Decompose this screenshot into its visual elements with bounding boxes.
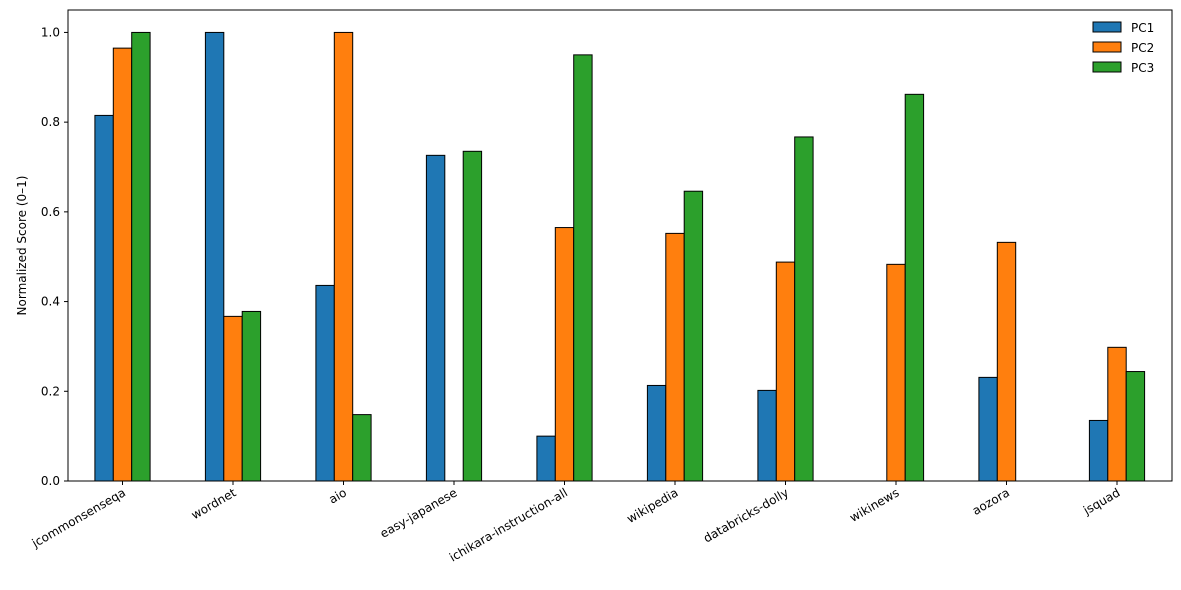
x-tick-label: databricks-dolly: [701, 485, 791, 545]
bar-pc2-ichikara-instruction-all: [554, 227, 575, 482]
bar-pc3-jsquad: [1125, 371, 1146, 482]
bar-pc3-aio: [352, 414, 372, 482]
y-axis: 0.0 0.2 0.4 0.6 0.8 1.0: [41, 25, 68, 488]
bar-pc3-databricks-dolly: [794, 136, 814, 482]
y-tick-label: 0.0: [41, 474, 60, 488]
legend: PC1 PC2 PC3: [1092, 21, 1154, 75]
bar-pc2-jcommonsenseqa: [112, 47, 133, 482]
x-tick-label: aozora: [970, 485, 1012, 517]
x-tick-label: jcommonsenseqa: [29, 485, 128, 550]
plot-frame: [67, 9, 1173, 482]
legend-label-pc3: PC3: [1131, 61, 1154, 75]
bar-pc1-aio: [315, 284, 335, 482]
bar-pc1-easy-japanese: [425, 154, 446, 482]
y-tick-label: 0.2: [41, 384, 60, 398]
bar-pc1-jcommonsenseqa: [94, 114, 114, 482]
bar-pc3-wikipedia: [683, 190, 704, 482]
y-tick-label: 0.8: [41, 115, 60, 129]
bars-group: [94, 31, 1146, 482]
bar-pc1-wordnet: [204, 31, 225, 482]
bar-pc1-jsquad: [1088, 419, 1109, 482]
bar-pc2-wikipedia: [665, 232, 685, 482]
x-axis: jcommonsenseqa wordnet aio easy-japaneseich…: [29, 481, 1123, 565]
bar-pc3-ichikara-instruction-all: [573, 54, 593, 482]
bar-pc3-easy-japanese: [462, 150, 483, 482]
y-tick-label: 0.4: [41, 295, 60, 309]
bar-pc3-wikinews: [904, 93, 925, 482]
bar-pc1-databricks-dolly: [757, 389, 777, 482]
bar-pc2-aozora: [996, 241, 1017, 482]
bar-pc2-wikinews: [886, 263, 906, 482]
bar-pc2-databricks-dolly: [775, 261, 796, 482]
y-tick-label: 0.6: [41, 205, 60, 219]
legend-swatch-pc2: [1092, 41, 1122, 53]
x-tick-label: easy-japanese: [378, 485, 460, 540]
legend-swatch-pc1: [1092, 21, 1122, 33]
legend-swatch-pc3: [1092, 61, 1122, 73]
x-tick-label: jsquad: [1080, 485, 1122, 518]
bar-pc2-wordnet: [223, 315, 243, 482]
bar-pc3-wordnet: [241, 310, 262, 482]
y-tick-label: 1.0: [41, 25, 60, 39]
x-tick-label: wikipedia: [624, 485, 680, 525]
bar-pc2-jsquad: [1107, 346, 1127, 482]
x-tick-label: wordnet: [189, 485, 239, 522]
x-tick-label: ichikara-instruction-all: [447, 485, 570, 564]
x-tick-label: aio: [326, 485, 349, 506]
bar-pc1-aozora: [978, 376, 998, 482]
bar-pc1-ichikara-instruction-all: [536, 435, 556, 482]
bar-pc2-aio: [333, 31, 354, 482]
x-tick-label: wikinews: [847, 485, 901, 524]
legend-label-pc1: PC1: [1131, 21, 1154, 35]
bar-pc1-wikipedia: [646, 384, 667, 482]
bar-pc3-jcommonsenseqa: [131, 31, 151, 482]
y-axis-label: Normalized Score (0–1): [15, 176, 29, 316]
legend-label-pc2: PC2: [1131, 41, 1154, 55]
